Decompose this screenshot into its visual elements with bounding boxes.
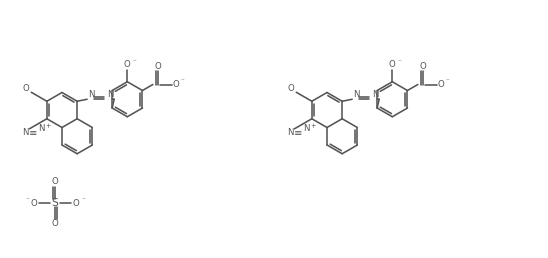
Text: O: O — [23, 84, 30, 93]
Text: ≡: ≡ — [30, 128, 38, 138]
Text: O: O — [288, 84, 295, 93]
Text: O: O — [173, 80, 179, 89]
Text: N: N — [107, 90, 113, 99]
Text: ≡: ≡ — [294, 128, 302, 138]
Text: N: N — [38, 124, 45, 133]
Text: N: N — [372, 90, 379, 99]
Text: O: O — [155, 62, 161, 71]
Text: +: + — [45, 123, 51, 129]
Text: ⁻: ⁻ — [397, 60, 401, 66]
Text: O: O — [437, 80, 444, 89]
Text: S: S — [52, 198, 59, 208]
Text: O: O — [52, 178, 59, 187]
Text: O: O — [31, 198, 37, 207]
Text: N: N — [287, 128, 294, 137]
Text: +: + — [311, 123, 316, 129]
Text: N: N — [22, 128, 29, 137]
Text: N: N — [88, 90, 94, 99]
Text: O: O — [73, 198, 79, 207]
Text: O: O — [52, 220, 59, 229]
Text: ⁻: ⁻ — [446, 78, 450, 85]
Text: O: O — [419, 62, 426, 71]
Text: ⁻: ⁻ — [82, 197, 86, 203]
Text: N: N — [303, 124, 310, 133]
Text: N: N — [353, 90, 359, 99]
Text: ⁻: ⁻ — [25, 197, 29, 203]
Text: O: O — [124, 60, 130, 69]
Text: O: O — [389, 60, 396, 69]
Text: ⁻: ⁻ — [132, 60, 136, 66]
Text: ⁻: ⁻ — [181, 78, 185, 85]
